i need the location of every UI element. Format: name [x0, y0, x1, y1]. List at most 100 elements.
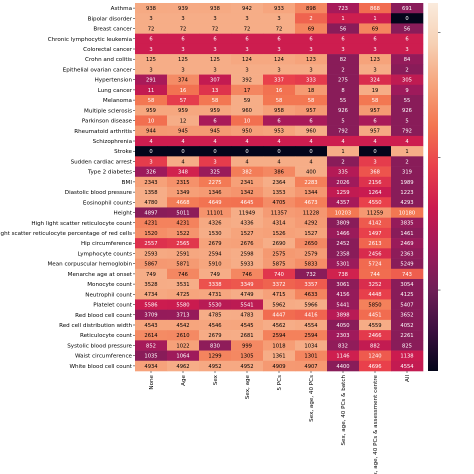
heatmap-cell [135, 125, 168, 137]
heatmap-cell [359, 289, 392, 300]
heatmap-cell [391, 176, 424, 188]
row-label: Multiple sclerosis [84, 108, 132, 114]
cell-value: 5962 [272, 302, 285, 308]
heatmap-cell [359, 360, 392, 372]
heatmap-cell [327, 350, 360, 362]
row-label: Lung cancer [98, 88, 133, 94]
cell-value: 4 [213, 139, 217, 145]
heatmap-cell [135, 115, 168, 126]
heatmap-cell [263, 135, 296, 147]
heatmap-cell [231, 3, 264, 14]
cell-value: 1022 [176, 343, 189, 349]
heatmap-cell [327, 330, 360, 341]
heatmap-cell [231, 227, 264, 239]
heatmap-cell [199, 125, 232, 137]
heatmap-cell [231, 268, 264, 280]
heatmap-cell [199, 279, 232, 290]
row-label: Type 2 diabetes [87, 170, 132, 176]
cell-value: 5249 [400, 262, 413, 268]
cell-value: 2681 [240, 333, 253, 339]
heatmap-cell [391, 43, 424, 55]
cell-value: 1301 [304, 354, 317, 360]
heatmap-cell [135, 23, 168, 34]
heatmap-cell [263, 289, 296, 300]
heatmap-cell [199, 299, 232, 310]
cell-value: 12 [180, 118, 187, 124]
cell-value: 17 [244, 88, 251, 94]
cell-value: 4336 [240, 221, 253, 227]
cell-value: 3054 [400, 282, 414, 288]
cell-value: 4909 [272, 364, 285, 370]
cell-value: 4050 [336, 323, 349, 329]
heatmap-cell [359, 319, 392, 331]
cell-value: 691 [402, 6, 412, 12]
heatmap-cell [391, 309, 424, 321]
heatmap-cell [327, 299, 360, 310]
heatmap-cell [167, 135, 200, 147]
heatmap-cell [391, 166, 424, 178]
row-label: Lymphocyte counts [78, 251, 132, 257]
cell-value: 4554 [400, 364, 414, 370]
row-label: High light scatter reticulocyte percenta… [0, 231, 132, 237]
cell-value: 933 [274, 6, 284, 12]
cell-value: 1064 [176, 354, 190, 360]
heatmap-cell [295, 33, 328, 45]
cell-value: 2676 [240, 241, 253, 247]
column-label: Sex [213, 374, 219, 385]
row-label: Monocyte count [87, 282, 133, 288]
cell-value: 4649 [208, 200, 221, 206]
row-label: BMI [122, 180, 133, 186]
heatmap-cell [391, 54, 424, 65]
cell-value: 3709 [144, 313, 157, 319]
heatmap-cell [263, 156, 296, 167]
cell-value: 959 [210, 108, 220, 114]
heatmap-cell [327, 74, 360, 86]
cell-value: 72 [180, 26, 187, 32]
cell-value: 1 [341, 149, 344, 155]
heatmap-cell [359, 3, 392, 14]
cell-value: 16 [276, 88, 283, 94]
heatmap-cell [199, 23, 232, 34]
cell-value: 337 [274, 78, 284, 84]
heatmap-cell [135, 227, 168, 239]
cell-value: 2690 [272, 241, 285, 247]
row-label: High light scatter reticulocyte count [31, 221, 132, 227]
cell-value: 11357 [271, 210, 288, 216]
cell-value: 898 [306, 6, 316, 12]
heatmap-cell [327, 340, 360, 351]
heatmap-cell [135, 13, 168, 24]
heatmap-cell [199, 340, 232, 351]
heatmap-cell [327, 33, 360, 45]
heatmap-cell [263, 187, 296, 198]
heatmap-cell [231, 238, 264, 249]
heatmap-cell [167, 84, 200, 96]
cell-value: 3 [245, 67, 248, 73]
cell-value: 3 [309, 67, 312, 73]
heatmap-cell [199, 309, 232, 321]
cell-value: 4400 [336, 364, 349, 370]
cell-value: 72 [212, 26, 219, 32]
cell-value: 4231 [176, 221, 189, 227]
heatmap-cell [231, 279, 264, 290]
cell-value: 58 [276, 98, 283, 104]
heatmap-cell [199, 248, 232, 259]
heatmap-cell [135, 340, 168, 351]
heatmap-cell [263, 125, 296, 137]
heatmap-cell [231, 187, 264, 198]
cell-value: 5850 [368, 302, 381, 308]
heatmap-cell [167, 33, 200, 45]
cell-value: 825 [402, 343, 412, 349]
heatmap-cell [263, 238, 296, 249]
row-label: Schizophrenia [93, 139, 132, 145]
heatmap-cell [231, 74, 264, 86]
heatmap-cell [231, 258, 264, 270]
cell-value: 4554 [304, 323, 318, 329]
cell-value: 957 [370, 108, 380, 114]
heatmap-cell [359, 217, 392, 229]
heatmap-cell [359, 330, 392, 341]
heatmap-cell [135, 33, 168, 45]
heatmap-cell [327, 319, 360, 331]
cell-value: 4749 [240, 292, 253, 298]
heatmap-cell [231, 299, 264, 310]
heatmap-cell [263, 217, 296, 229]
